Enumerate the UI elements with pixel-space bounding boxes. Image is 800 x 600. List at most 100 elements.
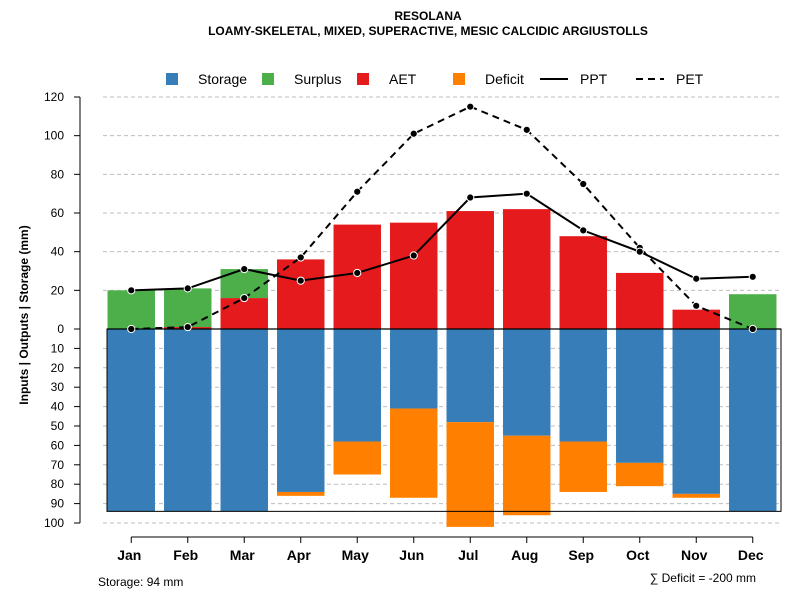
x-tick-label: Nov: [681, 547, 708, 563]
y-tick-label: 20: [51, 283, 65, 297]
legend-label: PPT: [580, 71, 608, 87]
ppt-point: [127, 286, 136, 295]
aet-bar: [220, 298, 268, 329]
x-tick-label: Jan: [117, 547, 141, 563]
aet-bar: [503, 209, 551, 329]
y-tick-label: 80: [51, 477, 65, 491]
pet-point: [522, 125, 531, 134]
deficit-bar: [672, 493, 720, 498]
y-tick-label: 70: [51, 458, 65, 472]
x-axis: Jan Feb Mar Apr May Jun Jul Aug Sep Oct Nov Dec: [117, 536, 764, 563]
pet-line: [131, 105, 754, 330]
storage-bar: [729, 329, 777, 512]
ppt-point: [296, 276, 305, 285]
deficit-note: ∑ Deficit = -200 mm: [650, 571, 756, 585]
ppt-point: [692, 274, 701, 283]
surplus-bar: [164, 288, 212, 328]
legend-label: Storage: [198, 71, 247, 87]
y-tick-label: 60: [51, 206, 65, 220]
legend-label: Deficit: [485, 71, 524, 87]
legend-swatch: [357, 73, 369, 85]
y-tick-label: 40: [51, 245, 65, 259]
y-tick-label: 120: [44, 90, 64, 104]
pet-point: [183, 322, 192, 332]
ppt-point: [522, 189, 531, 198]
storage-bar: [446, 329, 494, 423]
y-tick-label: 90: [51, 497, 65, 511]
deficit-bar: [277, 491, 325, 496]
storage-bar: [277, 329, 325, 492]
y-tick-label: 0: [57, 322, 64, 336]
storage-bar: [672, 329, 720, 494]
legend-swatch: [453, 73, 465, 85]
x-tick-label: Apr: [287, 547, 312, 563]
y-tick-label: 60: [51, 438, 65, 452]
ppt-point: [466, 193, 475, 202]
aet-bar: [277, 259, 325, 329]
ppt-point: [409, 251, 418, 260]
storage-bar: [559, 329, 607, 442]
y-tick-label: 30: [51, 380, 65, 394]
ppt-point: [183, 284, 192, 293]
ppt-point: [635, 247, 644, 256]
lines: [127, 102, 757, 334]
deficit-bar: [559, 441, 607, 492]
pet-point: [579, 179, 588, 189]
gridlines: [103, 96, 781, 524]
x-tick-label: Sep: [568, 547, 594, 563]
x-tick-label: Aug: [511, 547, 538, 563]
y-tick-label: 20: [51, 361, 65, 375]
y-axis: 120 100 80 60 40 20 0 10 20 30 40 50 60 70 80 90 100: [44, 90, 81, 530]
surplus-bar: [107, 290, 155, 329]
surplus-bar: [729, 294, 777, 329]
x-tick-label: Feb: [173, 547, 198, 563]
lower-panel-frame: [106, 328, 782, 512]
aet-bar: [672, 309, 720, 329]
bars: [107, 209, 777, 527]
legend-label: Surplus: [294, 71, 341, 87]
x-tick-label: Oct: [626, 547, 650, 563]
ppt-line: [131, 192, 753, 292]
storage-bar: [333, 329, 381, 442]
legend-swatch: [262, 73, 274, 85]
storage-bar: [503, 329, 551, 436]
deficit-bar: [616, 462, 664, 487]
pet-point: [127, 324, 136, 334]
pet-point: [353, 187, 362, 196]
pet-point: [296, 253, 305, 262]
legend-label: AET: [389, 71, 417, 87]
ppt-point: [579, 226, 588, 235]
deficit-bar: [333, 441, 381, 475]
storage-note: Storage: 94 mm: [98, 575, 183, 589]
y-axis-label: Inputs | Outputs | Storage (mm): [17, 225, 31, 404]
pet-point: [748, 324, 757, 334]
deficit-bar: [446, 422, 494, 527]
deficit-bar: [390, 408, 438, 498]
aet-bar: [446, 211, 494, 329]
storage-bar: [390, 329, 438, 409]
x-tick-label: May: [342, 547, 369, 563]
pet-point: [240, 293, 249, 303]
y-tick-label: 10: [51, 341, 65, 355]
y-tick-label: 40: [51, 400, 65, 414]
legend-label: PET: [676, 71, 704, 87]
legend-swatch: [166, 73, 178, 85]
pet-point: [692, 301, 701, 310]
ppt-point: [240, 264, 249, 274]
pet-point: [409, 129, 418, 138]
storage-bar: [164, 329, 212, 512]
storage-bar: [107, 329, 155, 512]
y-tick-label: 100: [44, 129, 64, 143]
x-tick-label: Mar: [230, 547, 255, 563]
aet-bar: [616, 272, 664, 329]
aet-bar: [559, 236, 607, 329]
x-tick-label: Jul: [458, 547, 478, 563]
y-tick-label: 100: [44, 516, 64, 530]
y-tick-label: 50: [51, 419, 65, 433]
storage-bar: [220, 329, 268, 512]
ppt-point: [353, 268, 362, 278]
x-tick-label: Jun: [399, 547, 424, 563]
ppt-point: [748, 272, 757, 281]
pet-point: [466, 102, 475, 111]
